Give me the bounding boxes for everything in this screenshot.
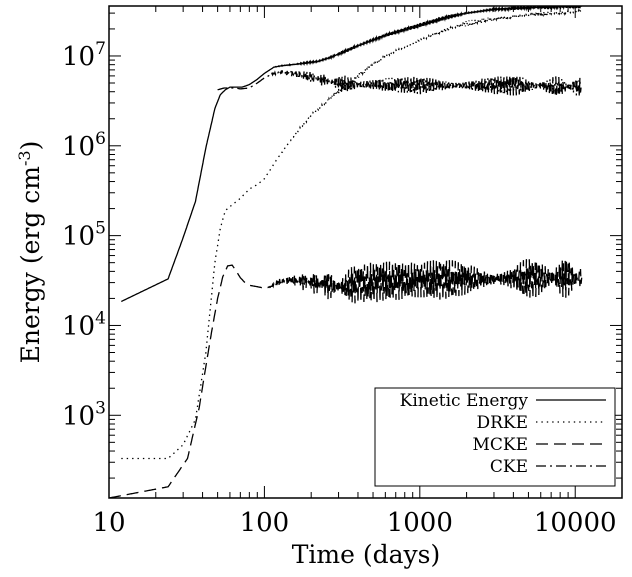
- legend-label-mcke: MCKE: [472, 435, 528, 455]
- y-axis-title: Energy (erg cm-3): [15, 141, 45, 364]
- y-tick-exponent: 5: [95, 219, 106, 239]
- y-tick-base: 10: [62, 132, 95, 162]
- series-line-drke: [121, 8, 583, 460]
- y-tick-base: 10: [62, 401, 95, 431]
- y-tick-exponent: 6: [95, 129, 106, 149]
- legend-label-kinetic-energy: Kinetic Energy: [400, 391, 529, 411]
- y-tick-label-10000: 104: [62, 308, 106, 341]
- legend-box: [374, 387, 616, 487]
- x-tick-label-10000: 10000: [534, 508, 617, 538]
- y-tick-base: 10: [62, 222, 95, 252]
- x-tick-label-1000: 1000: [387, 508, 453, 538]
- series-line-kinetic-energy: [121, 6, 582, 303]
- series-line-mcke: [109, 259, 583, 498]
- legend-label-cke: CKE: [490, 457, 528, 477]
- x-axis-title: Time (days): [292, 540, 441, 569]
- series-line-cke: [217, 68, 582, 97]
- y-tick-exponent: 3: [95, 398, 106, 418]
- y-tick-label-1000000: 106: [62, 129, 106, 162]
- y-tick-exponent: 7: [95, 39, 106, 59]
- x-tick-label-100: 100: [240, 508, 290, 538]
- series-layer: [109, 6, 583, 498]
- legend-label-drke: DRKE: [476, 413, 528, 433]
- y-tick-base: 10: [62, 311, 95, 341]
- legend: Kinetic Energy DRKE MCKE CKE: [374, 387, 616, 487]
- x-tick-label-10: 10: [92, 508, 125, 538]
- y-axis-title-main: Energy (erg cm: [16, 166, 45, 364]
- y-axis-title-close: ): [16, 141, 45, 151]
- y-tick-base: 10: [62, 42, 95, 72]
- y-axis-title-superscript: -3: [15, 150, 34, 166]
- y-tick-exponent: 4: [95, 308, 106, 328]
- y-tick-label-1000: 103: [62, 398, 106, 431]
- plot-frame: [108, 5, 623, 499]
- y-tick-label-10000000: 107: [62, 39, 106, 72]
- y-tick-label-100000: 105: [62, 219, 106, 252]
- ticks-layer: [108, 6, 623, 498]
